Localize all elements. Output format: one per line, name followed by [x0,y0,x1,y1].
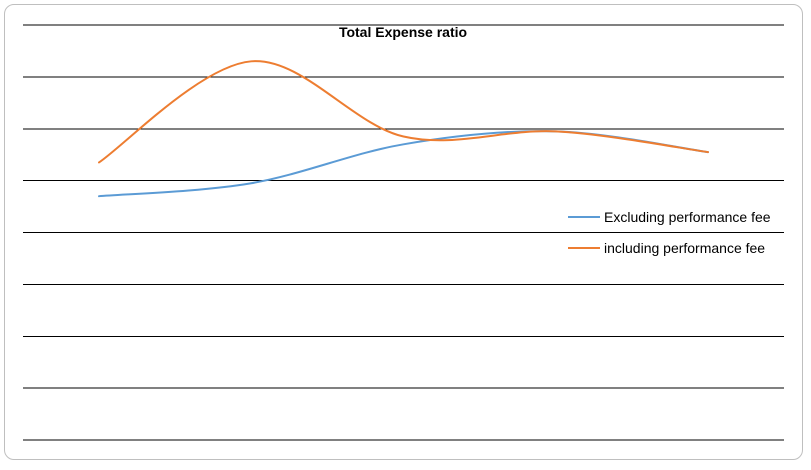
legend: Excluding performance fee including perf… [568,209,771,256]
series-lines [98,60,709,198]
legend-label-excluding: Excluding performance fee [604,209,771,225]
series-line-including-performance-fee [98,60,709,164]
series-line-excluding-performance-fee [98,130,709,198]
gridlines [23,24,784,441]
chart-title: Total Expense ratio [339,24,467,40]
legend-label-including: including performance fee [604,240,765,256]
